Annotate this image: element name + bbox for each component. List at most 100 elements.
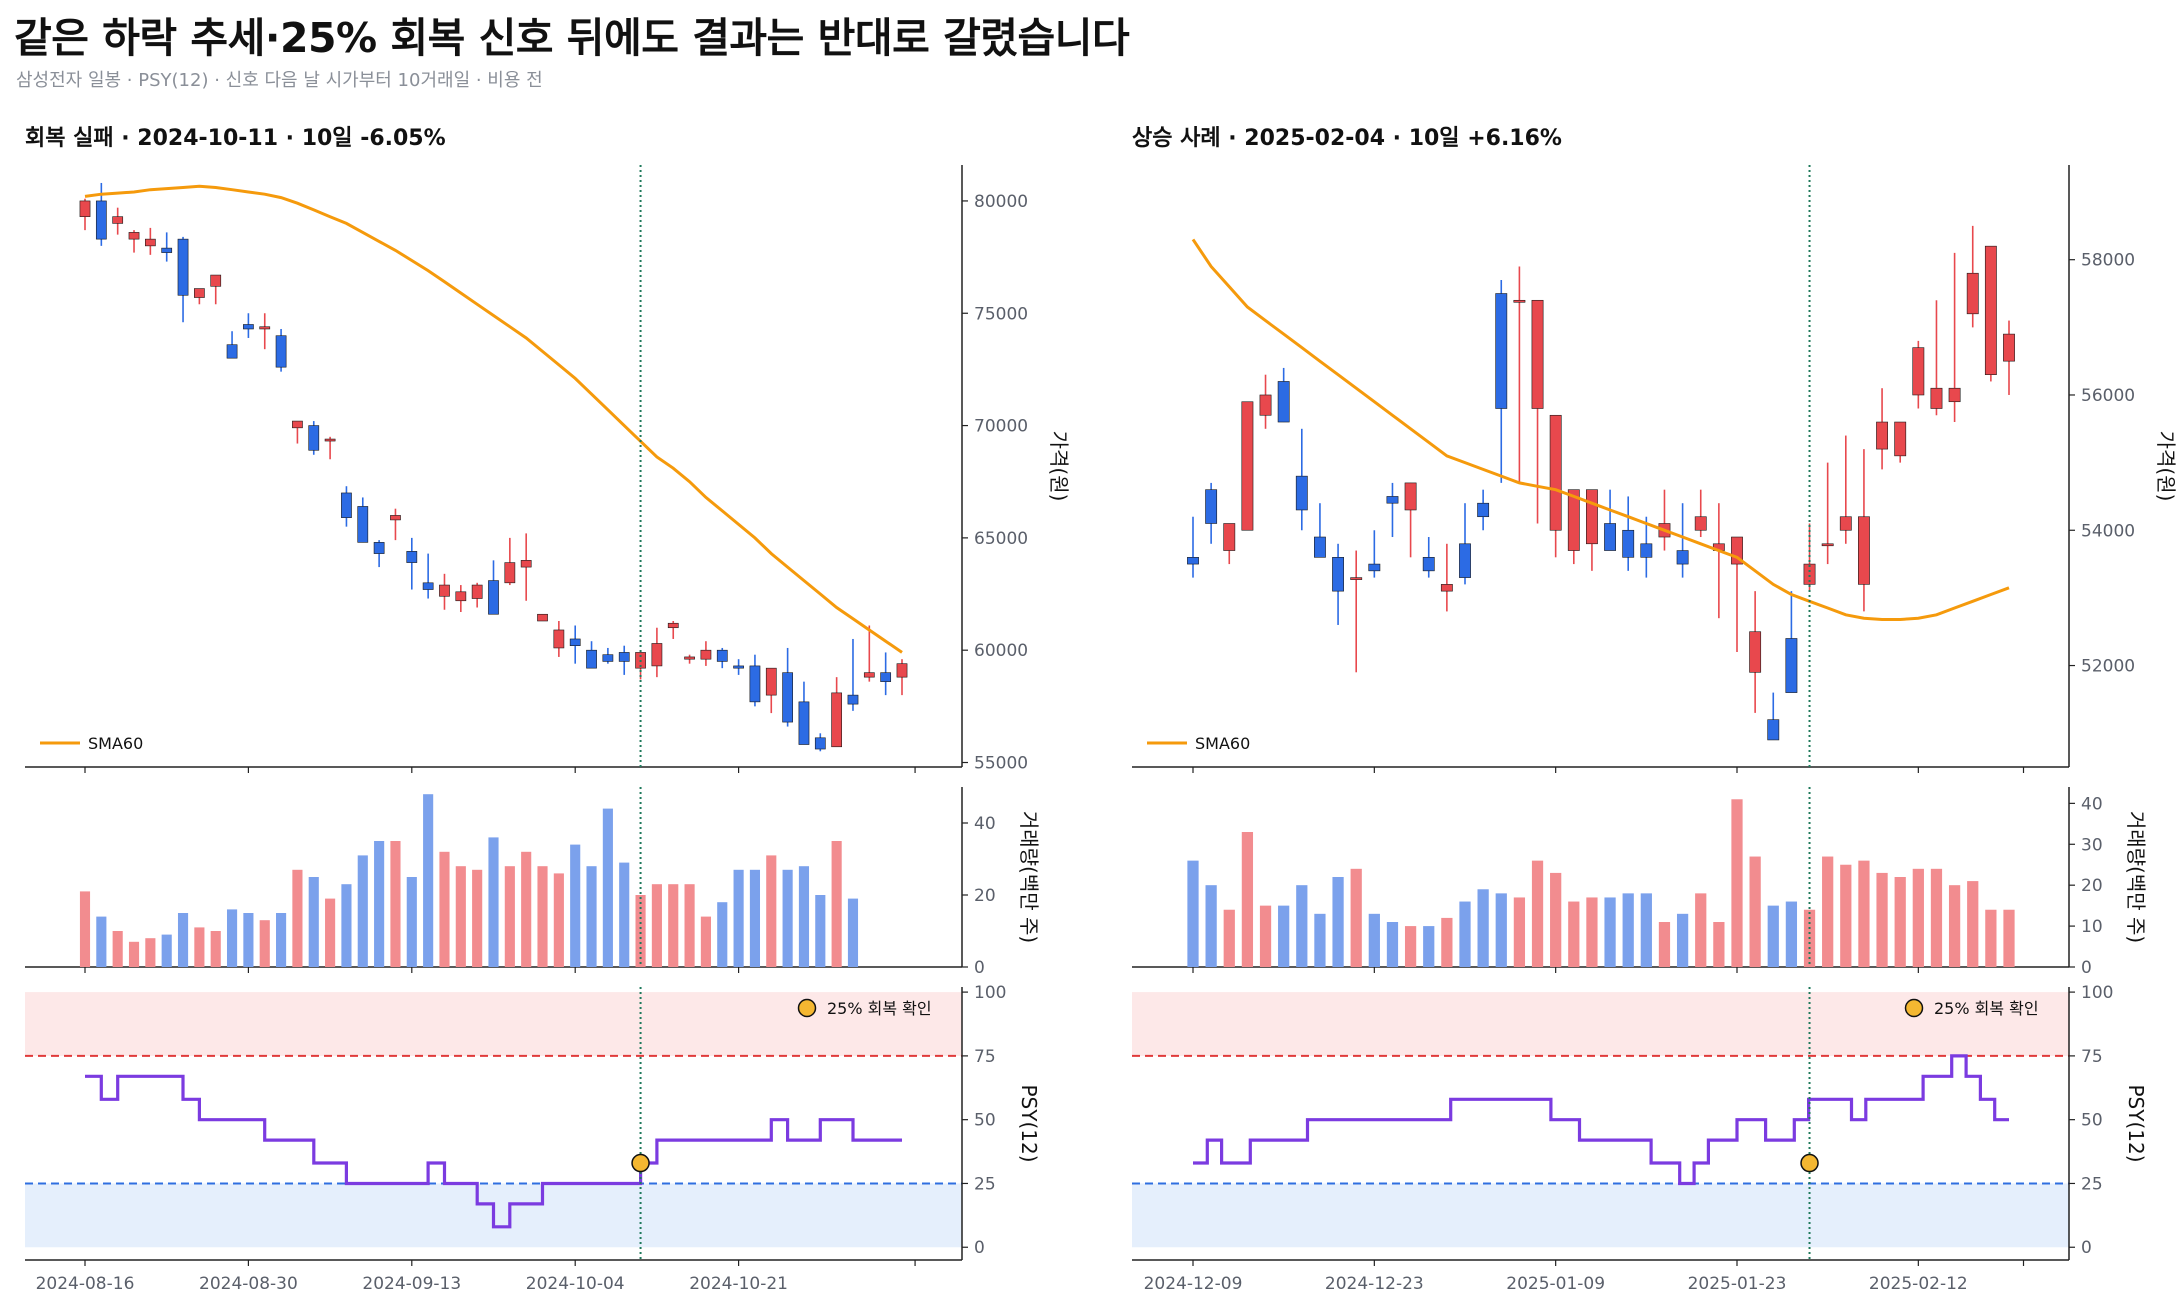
marker-legend-label: 25% 회복 확인 [1934,999,2039,1018]
candle-body [1259,394,1272,416]
candle-body [1640,543,1653,558]
figure-subtitle: 삼성전자 일봉 · PSY(12) · 신호 다음 날 시가부터 10거래일 ·… [16,70,543,91]
candle-body [1839,516,1852,531]
psy-tick-label: 100 [974,983,1006,1003]
candle-body [373,542,385,554]
volume-bar [1314,913,1326,967]
volume-bar [1767,905,1779,967]
volume-bar [1822,856,1834,967]
figure-title: 같은 하락 추세·25% 회복 신호 뒤에도 결과는 반대로 갈렸습니다 [14,14,1130,62]
volume-bar [96,916,107,967]
sma60-line [84,184,903,654]
volume-bar [602,808,613,967]
sma60-line [1191,238,2010,621]
candle-body [161,247,173,253]
volume-bar [619,862,630,967]
price-y-label: 가격(원) [2154,431,2178,502]
panel-title: 상승 사례 · 2025-02-04 · 10일 +6.16% [1132,126,1562,151]
candle-body [1495,293,1508,409]
volume-bar [1241,832,1254,967]
candle-body [1586,489,1598,545]
psy-tick-label: 25 [2081,1174,2103,1194]
candle-body [177,238,189,296]
candle-body [1731,536,1743,565]
volume-bar [1785,901,1798,967]
oversold-zone [1132,1183,2069,1248]
price-y-label: 가격(원) [1047,431,1071,502]
volume-bar [488,837,499,967]
candle-body [537,613,548,622]
psy-y-label: PSY(12) [2124,1084,2148,1162]
volume-bar [406,877,417,967]
psy-tick-label: 0 [974,1238,985,1258]
volume-tick-label: 20 [974,886,996,906]
overbought-zone [1132,992,2069,1056]
candle-body [1386,496,1399,504]
volume-bar [1350,868,1362,967]
volume-bar [1459,901,1471,967]
volume-tick-label: 40 [2081,794,2103,814]
candle-body [471,584,483,599]
psy-tick-label: 50 [2081,1111,2103,1131]
volume-bar [472,869,483,967]
volume-bar [1876,872,1888,967]
volume-bar [684,884,695,967]
price-tick-label: 60000 [974,641,1028,661]
volume-bar [586,866,597,967]
candle-body [553,629,565,649]
volume-bar [1676,913,1689,967]
candle-body [112,216,124,224]
x-tick-label: 2024-08-30 [199,1274,298,1294]
volume-bar [455,866,466,967]
x-tick-label: 2024-12-23 [1325,1274,1424,1294]
candle-body [1930,387,1943,409]
volume-bar [570,844,581,967]
candle-body [1567,489,1580,551]
volume-bar [1586,897,1598,967]
volume-bar [1296,885,1308,967]
volume-bar [1840,864,1852,967]
overbought-zone [25,992,962,1056]
psy-tick-label: 75 [2081,1047,2103,1067]
volume-bar [1423,926,1435,967]
candle-body [1295,475,1308,511]
candle-body [684,656,695,660]
volume-bar [1332,877,1344,967]
volume-bar [553,873,564,967]
candle-body [847,694,859,705]
volume-bar [374,841,385,967]
candle-body [1205,489,1218,524]
volume-bar [177,913,189,967]
psy-tick-label: 75 [974,1047,996,1067]
candle-body [602,654,614,662]
volume-bar [1441,917,1453,967]
candle-body [765,667,777,696]
volume-bar [1930,868,1943,967]
volume-bar [1640,893,1652,967]
candle-body [1241,401,1254,531]
volume-bar [1477,889,1489,967]
candle-body [210,274,222,287]
chart-panel-0: 회복 실패 · 2024-10-11 · 10일 -6.05% 55000 6000… [25,126,1071,1294]
candle-body [1876,421,1888,450]
x-tick-label: 2025-02-12 [1869,1274,1968,1294]
candle-body [1459,543,1471,578]
candle-body [390,515,401,521]
volume-bar [226,909,238,967]
volume-bar [1187,860,1199,967]
volume-bar [504,866,515,967]
candle-body [814,737,826,750]
candle-body [95,200,107,240]
candle-body [1277,381,1290,423]
volume-bar [390,841,401,967]
candle-body [1513,299,1526,303]
volume-bar [700,916,711,967]
price-tick-label: 52000 [2081,657,2135,677]
candle-body [1422,557,1435,572]
volume-bar [635,895,646,967]
volume-bar [1604,897,1616,967]
volume-bar [1495,893,1507,967]
candle-body [863,672,875,678]
price-tick-label: 70000 [974,417,1028,437]
volume-bar [717,902,728,967]
